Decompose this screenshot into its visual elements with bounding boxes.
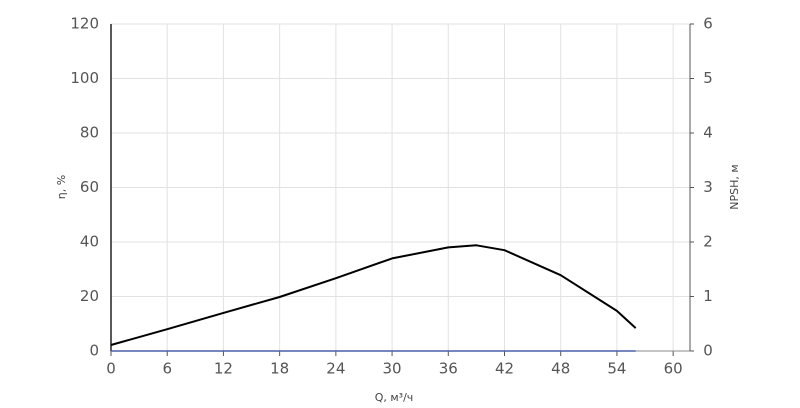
y2-tick-label: 0: [703, 342, 713, 360]
x-tick-label: 6: [162, 360, 172, 378]
y2-tick-label: 5: [703, 69, 713, 87]
y-tick-label: 20: [80, 287, 99, 305]
data-line: [110, 244, 637, 346]
y2-tick-label: 2: [703, 233, 713, 251]
x-tick-label: 24: [326, 360, 345, 378]
x-tick-label: 42: [495, 360, 514, 378]
x-tick-label: 60: [664, 360, 683, 378]
y2-tick-label: 3: [703, 178, 713, 196]
x-tick-label: 18: [270, 360, 289, 378]
y-tick-label: 60: [80, 178, 99, 196]
y-axis-label: η, %: [55, 175, 68, 199]
x-tick-label: 0: [106, 360, 116, 378]
x-tick-label: 48: [551, 360, 570, 378]
y-tick-label: 80: [80, 124, 99, 142]
y2-tick-label: 1: [703, 287, 713, 305]
x-tick-label: 30: [383, 360, 402, 378]
x-tick-label: 12: [214, 360, 233, 378]
y-tick-label: 100: [70, 69, 99, 87]
x-tick-label: 54: [607, 360, 626, 378]
x-tick-label: 36: [439, 360, 458, 378]
y2-tick-label: 4: [703, 124, 713, 142]
y-tick-label: 0: [89, 342, 99, 360]
y-tick-label: 40: [80, 233, 99, 251]
y-tick-label: 120: [70, 15, 99, 33]
y2-tick-label: 6: [703, 15, 713, 33]
y2-axis-label: NPSH, м: [728, 164, 741, 209]
x-axis-label: Q, м³/ч: [375, 391, 414, 404]
